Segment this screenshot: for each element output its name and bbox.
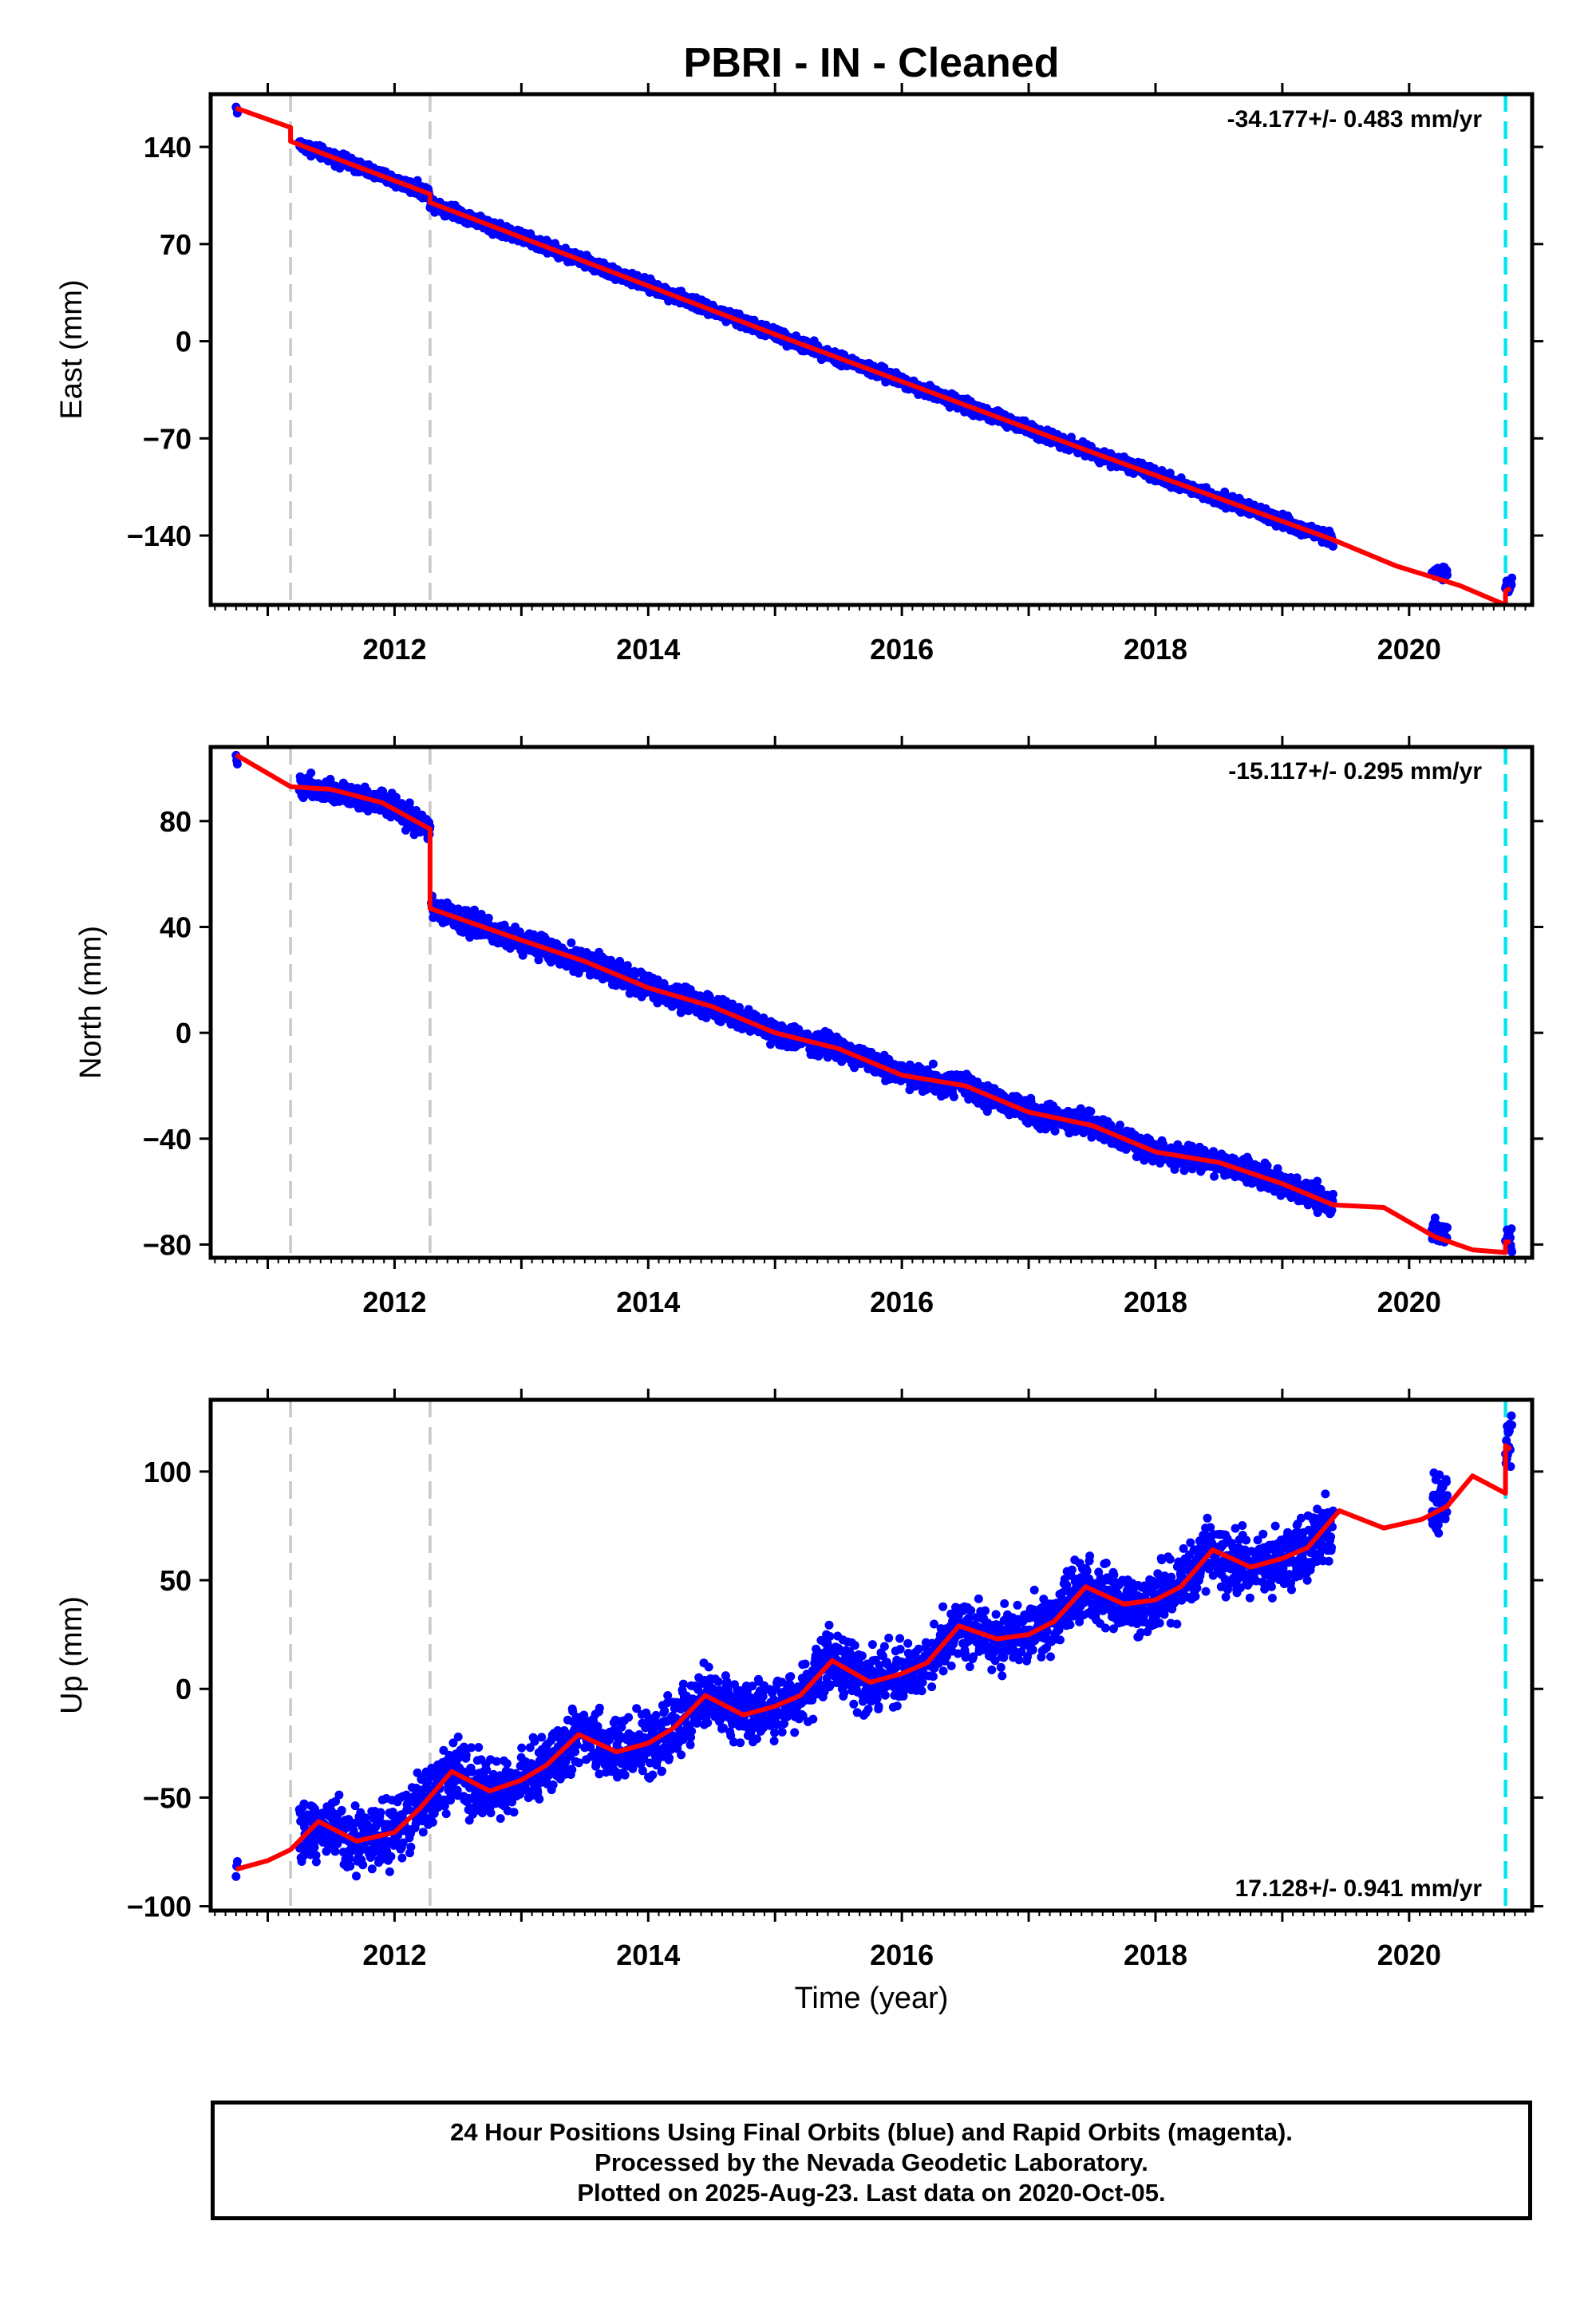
east-plot-frame	[208, 92, 1535, 607]
east-point-2011	[1067, 433, 1076, 442]
north-plot-area	[231, 747, 1517, 1258]
east-ytick-label-4: −140	[127, 520, 192, 552]
north-point-622	[534, 955, 543, 965]
north-rate-label: -15.117+/- 0.295 mm/yr	[1228, 758, 1482, 785]
east-xtick-label-2: 2016	[870, 633, 934, 666]
north-point-1679	[940, 1089, 950, 1099]
east-y-label: East (mm)	[55, 279, 89, 419]
north-point-2058	[1086, 1107, 1096, 1117]
north-point-33	[306, 769, 316, 777]
east-point-2732	[1443, 571, 1452, 580]
east-rate-label: -34.177+/- 0.483 mm/yr	[1227, 106, 1483, 132]
north-panel: North (mm) -15.117+/- 0.295 mm/yr 80400−…	[74, 736, 1543, 1318]
east-xtick-label-3: 2018	[1124, 633, 1187, 666]
north-point-1058	[701, 1013, 711, 1022]
east-ytick-label-2: 0	[176, 326, 192, 358]
east-point-2692	[1329, 542, 1337, 551]
north-point-707	[567, 938, 576, 947]
east-panel: East (mm) -34.177+/- 0.483 mm/yr 140 70 0 −…	[55, 83, 1543, 666]
figure-title: PBRI - IN - Cleaned	[684, 40, 1060, 86]
north-point-2	[232, 759, 242, 769]
east-position-points	[231, 102, 1517, 597]
east-xtick-label-1: 2014	[616, 633, 680, 666]
east-plot-area	[231, 94, 1517, 605]
east-ytick-label-3: −70	[143, 422, 192, 455]
north-point-1648	[928, 1059, 938, 1069]
north-point-492	[484, 913, 493, 923]
north-point-1965	[1050, 1126, 1060, 1136]
north-point-1702	[949, 1092, 958, 1101]
north-point-581	[518, 951, 527, 960]
east-point-2410	[1220, 487, 1230, 496]
east-point-2748	[1507, 573, 1517, 583]
east-xtick-label-4: 2020	[1377, 633, 1441, 666]
east-xtick-label-0: 2012	[362, 633, 426, 666]
east-ytick-label-1: 70	[160, 228, 192, 261]
east-model-line	[235, 105, 1512, 605]
north-point-2032	[1076, 1104, 1085, 1113]
east-ytick-label-0: 140	[144, 131, 192, 164]
north-point-1067	[705, 993, 714, 1002]
east-point-2268	[1165, 468, 1175, 478]
north-y-label: North (mm)	[74, 926, 108, 1079]
north-point-289	[405, 798, 414, 808]
